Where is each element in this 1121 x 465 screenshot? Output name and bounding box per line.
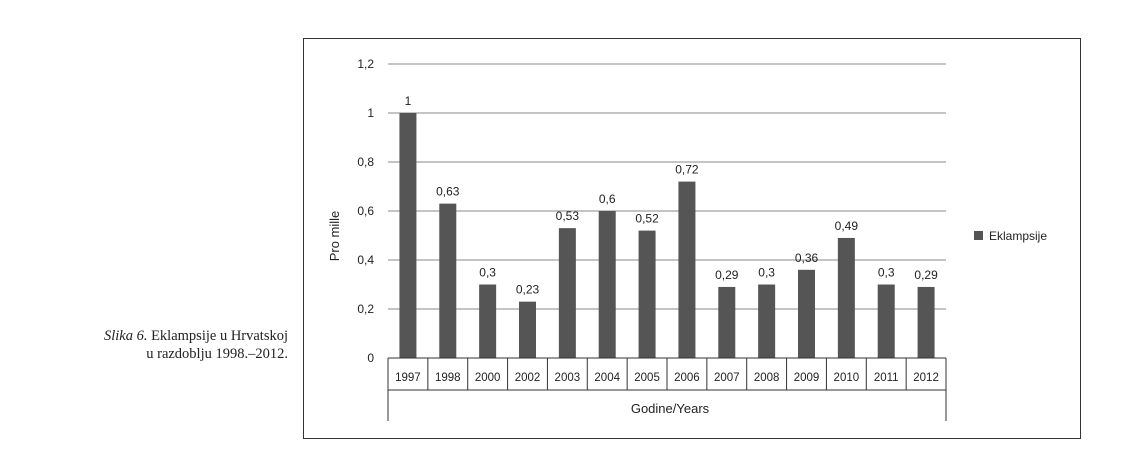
x-tick-label: 2012 bbox=[913, 372, 939, 384]
x-axis: 1997 1998 2000 2002 2003 2004 2005 2006 2007 2008… bbox=[387, 357, 947, 421]
x-tick-label: 2005 bbox=[634, 372, 660, 384]
legend: Eklampsije bbox=[974, 229, 1047, 243]
data-label: 0,3 bbox=[878, 266, 895, 280]
y-tick-label: 0,8 bbox=[357, 155, 374, 169]
data-label: 0,23 bbox=[516, 283, 540, 297]
data-label: 1 bbox=[405, 94, 412, 108]
data-label: 0,72 bbox=[675, 163, 699, 177]
x-tick-label: 2004 bbox=[594, 372, 620, 384]
legend-swatch bbox=[974, 231, 983, 240]
bar bbox=[638, 230, 656, 358]
caption-lead: Slika 6. bbox=[103, 328, 148, 344]
x-tick-label: 2003 bbox=[555, 372, 581, 384]
data-label: 0,53 bbox=[556, 209, 580, 223]
legend-label: Eklampsije bbox=[989, 229, 1047, 243]
bar bbox=[837, 237, 855, 358]
bar bbox=[598, 211, 616, 358]
y-tick-label: 0,6 bbox=[357, 204, 374, 218]
x-tick-label: 2007 bbox=[714, 372, 740, 384]
bar bbox=[558, 228, 576, 358]
x-tick-label: 2009 bbox=[794, 372, 820, 384]
y-tick-label: 0 bbox=[367, 351, 374, 365]
caption-line-1: Slika 6. Eklampsije u Hrvatskoj bbox=[30, 327, 288, 345]
data-label: 0,3 bbox=[758, 266, 775, 280]
bar bbox=[399, 113, 417, 358]
caption-line-2: u razdoblju 1998.–2012. bbox=[146, 346, 288, 362]
data-label: 0,29 bbox=[914, 268, 938, 282]
data-label: 0,36 bbox=[795, 251, 819, 265]
bar bbox=[798, 269, 815, 358]
x-tick-label: 1998 bbox=[435, 372, 461, 384]
x-tick-label: 2010 bbox=[834, 372, 860, 384]
bar bbox=[439, 203, 457, 358]
bars bbox=[399, 113, 935, 358]
data-label: 0,63 bbox=[436, 185, 460, 199]
gridlines bbox=[388, 63, 946, 310]
bar bbox=[718, 286, 736, 358]
data-label: 0,3 bbox=[479, 266, 496, 280]
figure-caption: Slika 6. Eklampsije u Hrvatskoj u razdob… bbox=[30, 327, 288, 363]
y-axis-label: Pro mille bbox=[327, 211, 342, 262]
bar bbox=[758, 284, 776, 358]
caption-title: Eklampsije u Hrvatskoj bbox=[147, 328, 288, 344]
x-tick-label: 2002 bbox=[515, 372, 541, 384]
bar bbox=[917, 286, 935, 358]
bar-chart: 0 0,2 0,4 0,6 0,8 1 1,2 1 0,63 0,3 0,23 0,53 0,6 0,5… bbox=[327, 57, 1047, 421]
y-tick-label: 1,2 bbox=[357, 57, 374, 71]
data-label: 0,49 bbox=[835, 219, 859, 233]
x-tick-label: 1997 bbox=[395, 372, 421, 384]
x-tick-label: 2006 bbox=[674, 372, 700, 384]
data-label: 0,6 bbox=[599, 192, 616, 206]
x-tick-label: 2008 bbox=[754, 372, 780, 384]
bar bbox=[479, 284, 497, 358]
chart-frame bbox=[303, 38, 1081, 439]
y-tick-label: 0,2 bbox=[357, 302, 374, 316]
y-tick-label: 1 bbox=[367, 106, 374, 120]
data-label: 0,29 bbox=[715, 268, 739, 282]
y-tick-label: 0,4 bbox=[357, 253, 374, 267]
y-tick-labels: 0 0,2 0,4 0,6 0,8 1 1,2 bbox=[357, 57, 374, 365]
x-axis-label: Godine/Years bbox=[631, 401, 710, 416]
bar bbox=[678, 181, 696, 358]
bar bbox=[519, 301, 536, 358]
x-tick-label: 2011 bbox=[874, 372, 899, 384]
data-label: 0,52 bbox=[635, 212, 659, 226]
bar bbox=[877, 284, 895, 358]
x-tick-label: 2000 bbox=[475, 372, 501, 384]
data-labels: 1 0,63 0,3 0,23 0,53 0,6 0,52 0,72 0,29 0,3 0,36 0,… bbox=[405, 94, 938, 297]
